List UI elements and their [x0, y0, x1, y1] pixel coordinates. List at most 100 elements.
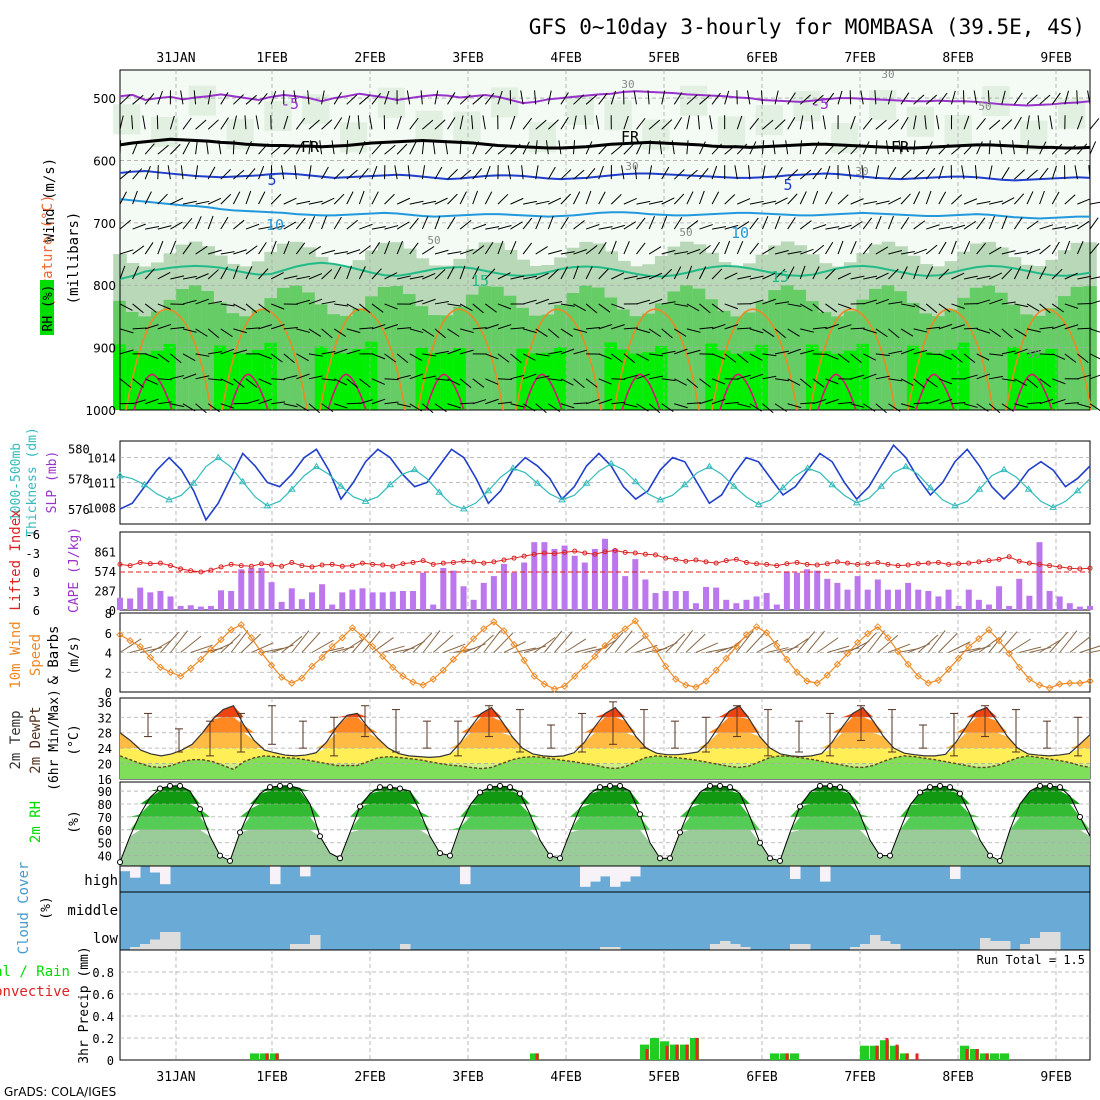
precip-conv-bar	[695, 1038, 699, 1060]
wind-barb	[482, 115, 486, 130]
wind-barb	[319, 140, 323, 155]
wind-barb	[812, 266, 820, 280]
cape-bar	[248, 567, 255, 610]
wind-barb	[1014, 403, 1029, 408]
rh-shade-95	[528, 353, 543, 410]
wind-barb	[686, 115, 691, 130]
wind10-marker	[500, 627, 508, 635]
rh-shade-95	[440, 353, 455, 410]
wind-barb	[321, 328, 333, 339]
wind10-barb	[160, 631, 180, 653]
wind-barb	[610, 240, 617, 255]
t2m-band	[120, 705, 1090, 718]
wind-barb	[560, 348, 575, 355]
rh2m-marker	[987, 852, 993, 859]
wind-barb	[1039, 224, 1054, 230]
wind-barb	[358, 141, 366, 155]
wind-barb	[308, 375, 323, 380]
xsec-ytick: 500	[93, 92, 116, 106]
wind-barb	[749, 403, 762, 412]
wind-barb	[1051, 165, 1057, 180]
wind-barb	[1064, 272, 1078, 280]
thickness-marker	[1000, 465, 1008, 473]
thickness-marker	[680, 480, 689, 488]
wind-barb	[384, 90, 390, 105]
wind-barb	[396, 115, 402, 130]
wind10-marker	[298, 674, 306, 682]
t2m-ytick: 32	[98, 711, 112, 725]
wind-barb	[409, 200, 424, 205]
li-marker	[784, 561, 790, 567]
wind-barb	[333, 92, 342, 105]
rh-shade-95	[226, 351, 241, 410]
wind-barb	[1001, 250, 1016, 255]
wind-barb	[396, 353, 409, 364]
wind-barb	[926, 224, 940, 230]
wind-barb	[787, 169, 799, 180]
thickness-marker	[214, 453, 223, 461]
precip-conv-bar	[915, 1053, 919, 1060]
wind-barb	[825, 303, 838, 313]
rh-shade-95	[806, 344, 820, 410]
wind-barb	[711, 226, 726, 230]
wind-barb	[119, 169, 132, 180]
rh2m-marker	[397, 785, 403, 792]
wind-barb	[535, 200, 550, 205]
wind-barb	[560, 328, 573, 337]
wind-barb	[887, 215, 894, 230]
wind-barb	[245, 378, 258, 388]
wind10-barb	[119, 638, 142, 653]
t2m-ytick: 20	[98, 758, 112, 772]
cloud-low-bar	[730, 944, 741, 950]
wind-barb	[459, 378, 472, 388]
wind10-marker	[520, 656, 528, 665]
wind-barb	[472, 266, 480, 280]
cape-bar	[187, 605, 194, 610]
cape-bar	[1036, 542, 1043, 610]
thickness-marker	[189, 479, 198, 486]
rh2m-marker	[717, 782, 723, 789]
wind-barb	[686, 303, 700, 312]
cape-bar	[945, 589, 952, 610]
wind-barb	[900, 266, 908, 280]
thickness-marker	[386, 480, 395, 488]
wind-barb	[875, 328, 888, 338]
wind-barb	[938, 378, 953, 385]
dewpoint-area	[120, 755, 1090, 779]
isotherm-20	[809, 308, 896, 411]
wind-barb	[207, 166, 216, 180]
wind-barb	[875, 246, 889, 255]
wind10-barb	[483, 630, 502, 653]
rh-shade-95	[604, 342, 619, 410]
wind-barb	[938, 398, 953, 405]
wind-barb	[1026, 378, 1039, 389]
rh2m-band	[120, 816, 1090, 830]
wind-barb	[938, 92, 948, 105]
li-marker	[269, 562, 275, 568]
wind-barb	[925, 378, 938, 388]
precip-conv-bar	[895, 1044, 899, 1060]
wind-barb	[145, 353, 159, 360]
wind-barb	[144, 191, 152, 205]
wind-barb	[724, 194, 736, 205]
wind-barb	[1052, 226, 1067, 230]
wind-barb	[255, 115, 260, 130]
contour-label: 10	[731, 224, 749, 242]
date-label-bottom: 2FEB	[354, 1070, 385, 1085]
date-label-top: 31JAN	[156, 51, 195, 66]
rh2m-marker	[917, 789, 923, 796]
wind-barb	[270, 90, 277, 105]
cape-bar	[511, 572, 518, 610]
rh2m-marker	[227, 857, 233, 864]
wind10-barb	[624, 636, 646, 653]
rh-shade-95	[906, 345, 921, 410]
wind-barb	[434, 328, 446, 339]
thickness-marker	[509, 464, 517, 471]
wind-barb	[1026, 303, 1040, 312]
cape-bar	[268, 582, 275, 610]
wind-barb	[874, 90, 877, 105]
wind10-marker	[247, 633, 256, 642]
wind10-marker	[1076, 679, 1084, 687]
wind-barb	[812, 167, 822, 180]
rh2m-units: (%)	[67, 810, 82, 833]
